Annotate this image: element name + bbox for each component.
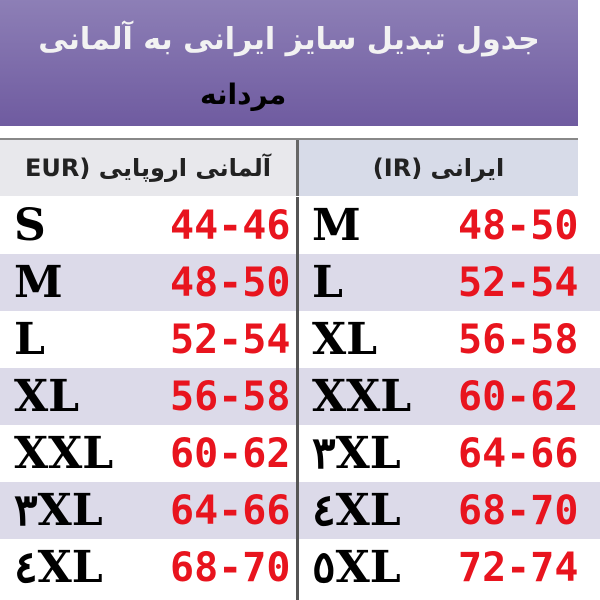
ir-range: 60-62 bbox=[458, 373, 579, 420]
table-row: ٤XL 68-70 ٥XL 72-74 bbox=[0, 539, 600, 596]
eur-size: XL bbox=[14, 371, 80, 422]
ir-size: XXL bbox=[312, 371, 412, 422]
ir-range: 64-66 bbox=[458, 430, 579, 477]
eur-size: L bbox=[14, 314, 45, 365]
eur-size: S bbox=[14, 200, 46, 251]
table-row: XXL 60-62 ٣XL 64-66 bbox=[0, 425, 600, 482]
ir-size: L bbox=[312, 257, 343, 308]
table-row: L 52-54 XL 56-58 bbox=[0, 311, 600, 368]
divider bbox=[296, 197, 299, 600]
eur-range: 60-62 bbox=[170, 430, 291, 477]
header-band: جدول تبدیل سایز ایرانی به آلمانی مردانه bbox=[0, 0, 578, 126]
ir-size: ٥XL bbox=[312, 542, 401, 593]
ir-range: 68-70 bbox=[458, 487, 579, 534]
title: جدول تبدیل سایز ایرانی به آلمانی bbox=[38, 22, 540, 57]
ir-size: XL bbox=[312, 314, 378, 365]
ir-range: 52-54 bbox=[458, 259, 579, 306]
eur-range: 64-66 bbox=[170, 487, 291, 534]
eur-range: 44-46 bbox=[170, 202, 291, 249]
ir-size: ٣XL bbox=[312, 428, 401, 479]
ir-range: 56-58 bbox=[458, 316, 579, 363]
ir-size: ٤XL bbox=[312, 485, 401, 536]
column-headers: آلمانی اروپایی (EUR ایرانی (IR) bbox=[0, 138, 578, 196]
eur-range: 48-50 bbox=[170, 259, 291, 306]
eur-size: XXL bbox=[14, 428, 114, 479]
eur-range: 52-54 bbox=[170, 316, 291, 363]
column-header: آلمانی اروپایی (EUR bbox=[0, 140, 299, 196]
table-row: ٣XL 64-66 ٤XL 68-70 bbox=[0, 482, 600, 539]
eur-range: 68-70 bbox=[170, 544, 291, 591]
table-row: XL 56-58 XXL 60-62 bbox=[0, 368, 600, 425]
ir-range: 48-50 bbox=[458, 202, 579, 249]
subtitle: مردانه bbox=[200, 78, 287, 111]
column-header: ایرانی (IR) bbox=[299, 140, 578, 196]
eur-size: M bbox=[14, 257, 63, 308]
eur-size: ٣XL bbox=[14, 485, 103, 536]
table-row: S 44-46 M 48-50 bbox=[0, 197, 600, 254]
ir-size: M bbox=[312, 200, 361, 251]
eur-range: 56-58 bbox=[170, 373, 291, 420]
table-row: M 48-50 L 52-54 bbox=[0, 254, 600, 311]
eur-size: ٤XL bbox=[14, 542, 103, 593]
rows: S 44-46 M 48-50 M 48-50 L 52-54 L 52-54 XL 56-58 XL 5… bbox=[0, 197, 600, 596]
ir-range: 72-74 bbox=[458, 544, 579, 591]
